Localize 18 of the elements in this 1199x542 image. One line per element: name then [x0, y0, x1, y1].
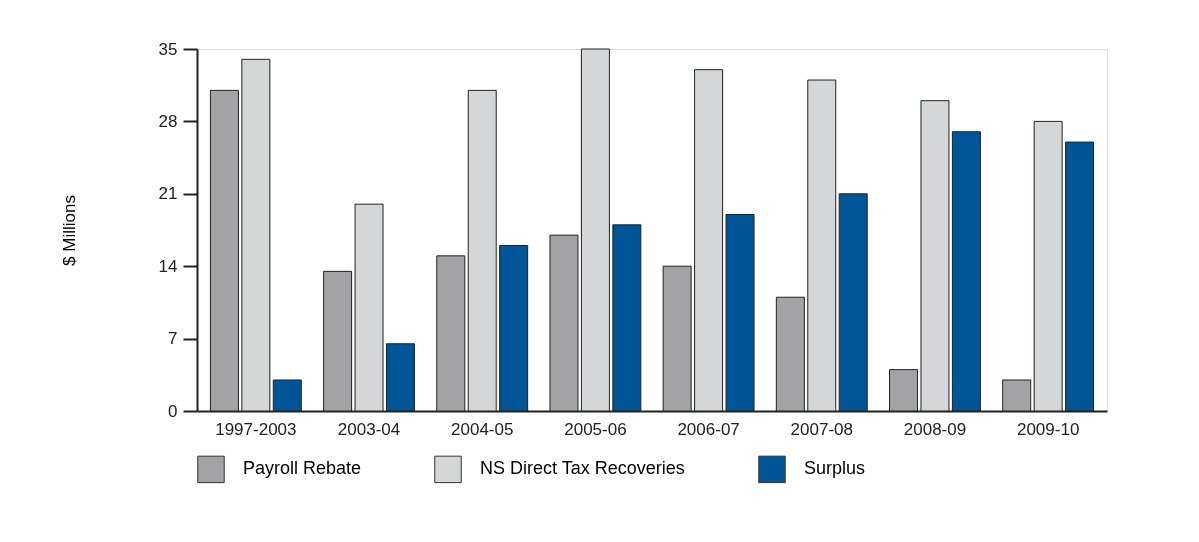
legend-label: Surplus	[804, 458, 866, 479]
y-tick-label: 14	[158, 256, 178, 276]
x-tick-label: 1997-2003	[215, 419, 297, 439]
y-tick-label: 28	[158, 111, 178, 131]
y-tick-label: 7	[168, 329, 178, 349]
legend-label: NS Direct Tax Recoveries	[480, 458, 685, 479]
x-tick-label: 2004-05	[451, 419, 514, 439]
y-tick-label: 21	[158, 184, 178, 204]
legend-label: Payroll Rebate	[243, 458, 362, 479]
x-tick-label: 2005-06	[564, 419, 627, 439]
y-tick-label: 0	[168, 401, 178, 421]
x-tick-label: 2006-07	[677, 419, 740, 439]
x-tick-label: 2003-04	[337, 419, 401, 439]
x-tick-label: 2008-09	[903, 419, 967, 439]
y-axis-title: $ Millions	[59, 195, 79, 266]
x-tick-label: 2007-08	[790, 419, 853, 439]
y-tick-label: 35	[158, 39, 178, 59]
x-tick-label: 2009-10	[1016, 419, 1080, 439]
